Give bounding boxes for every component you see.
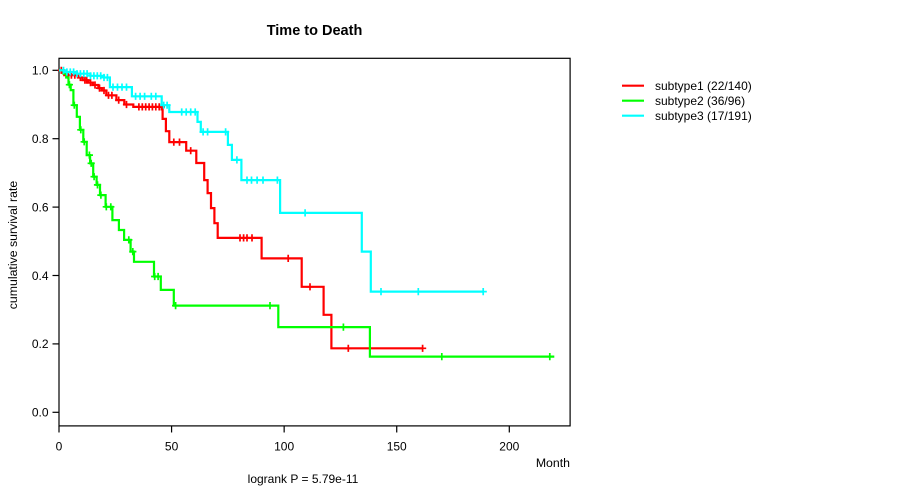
km-curves <box>57 66 555 361</box>
logrank-annotation: logrank P = 5.79e-11 <box>248 472 359 486</box>
x-tick-label: 200 <box>499 439 519 453</box>
legend: subtype1 (22/140)subtype2 (36/96)subtype… <box>622 79 752 123</box>
y-axis: 0.0 0.2 0.4 0.6 0.8 1.0 <box>32 64 59 420</box>
plot-box <box>58 57 571 427</box>
y-tick-label: 0.4 <box>32 269 49 283</box>
y-tick-label: 0.8 <box>32 132 49 146</box>
y-tick-label: 0.6 <box>32 200 49 214</box>
x-axis-label: Month <box>536 456 570 470</box>
censor-marks-subtype2 <box>65 81 554 361</box>
y-tick-label: 1.0 <box>32 64 49 78</box>
legend-label-subtype3: subtype3 (17/191) <box>655 109 752 123</box>
x-tick-label: 0 <box>56 439 63 453</box>
legend-label-subtype2: subtype2 (36/96) <box>655 94 745 108</box>
x-tick-label: 100 <box>274 439 294 453</box>
plot-border <box>58 57 571 427</box>
y-axis-label: cumulative survival rate <box>6 181 20 310</box>
y-tick-label: 0.2 <box>32 337 49 351</box>
chart-title: Time to Death <box>267 23 363 39</box>
y-tick-label: 0.0 <box>32 406 49 420</box>
x-tick-label: 150 <box>387 439 407 453</box>
x-axis: 0 50 100 150 200 <box>56 425 520 453</box>
legend-label-subtype1: subtype1 (22/140) <box>655 79 752 93</box>
censor-marks-subtype3 <box>59 66 487 296</box>
x-tick-label: 50 <box>165 439 179 453</box>
